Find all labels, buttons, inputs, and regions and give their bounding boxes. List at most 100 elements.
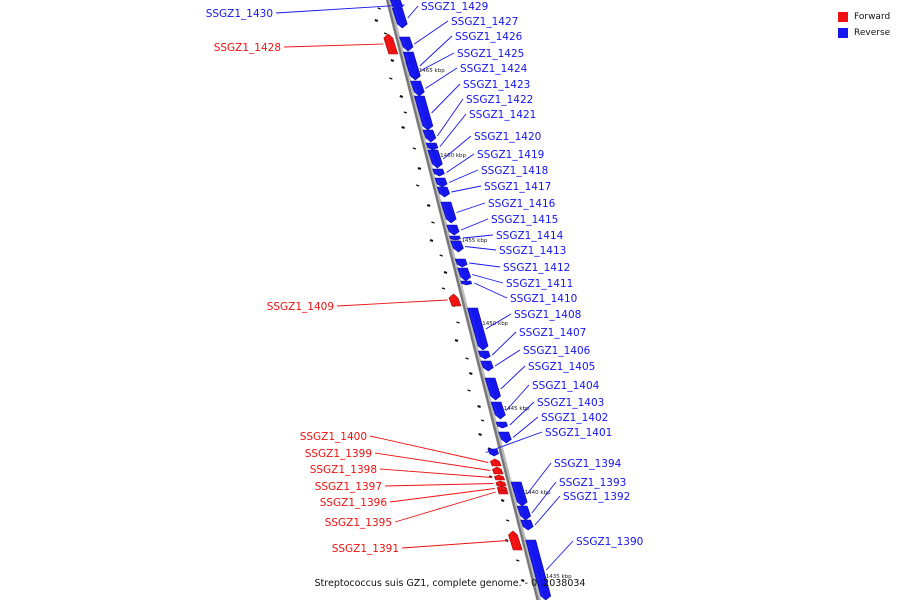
gene-block[interactable] — [454, 258, 468, 268]
gene-block[interactable] — [440, 201, 457, 224]
gene-block[interactable] — [490, 401, 506, 420]
feature-tick — [443, 271, 448, 274]
label-leader — [462, 234, 494, 239]
gene-block[interactable] — [425, 142, 439, 151]
gene-block[interactable] — [477, 350, 491, 360]
gene-block[interactable] — [405, 61, 421, 80]
gene-block[interactable] — [498, 431, 512, 444]
feature-tick — [426, 204, 431, 207]
gene-label[interactable]: SSGZ1_1422 — [466, 94, 533, 106]
gene-block-highlight — [393, 9, 401, 26]
gene-label[interactable]: SSGZ1_1425 — [457, 48, 524, 60]
gene-label[interactable]: SSGZ1_1390 — [576, 536, 643, 548]
gene-block[interactable] — [446, 224, 460, 236]
gene-block[interactable] — [460, 280, 473, 286]
gene-block[interactable] — [457, 267, 472, 282]
gene-block[interactable] — [480, 360, 494, 372]
gene-label[interactable]: SSGZ1_1429 — [421, 1, 488, 13]
gene-block-shape — [495, 480, 507, 487]
gene-label[interactable]: SSGZ1_1395 — [325, 517, 392, 529]
gene-block[interactable] — [492, 466, 504, 475]
gene-label[interactable]: SSGZ1_1419 — [477, 149, 544, 161]
gene-label[interactable]: SSGZ1_1401 — [545, 427, 612, 439]
label-leader — [469, 262, 501, 268]
gene-label[interactable]: SSGZ1_1408 — [514, 309, 581, 321]
gene-block[interactable] — [434, 177, 448, 188]
gene-block-highlight — [448, 226, 453, 233]
gene-block[interactable] — [391, 7, 408, 29]
gene-label[interactable]: SSGZ1_1402 — [541, 412, 608, 424]
gene-label[interactable]: SSGZ1_1426 — [455, 31, 523, 43]
gene-label[interactable]: SSGZ1_1417 — [484, 181, 551, 193]
gene-block-highlight — [499, 491, 503, 492]
gene-block[interactable] — [525, 539, 552, 600]
gene-label[interactable]: SSGZ1_1394 — [554, 458, 622, 470]
gene-label[interactable]: SSGZ1_1403 — [537, 397, 604, 409]
gene-label[interactable]: SSGZ1_1418 — [481, 165, 548, 177]
gene-label[interactable]: SSGZ1_1406 — [523, 345, 591, 357]
gene-blocks — [383, 0, 552, 600]
gene-block[interactable] — [510, 481, 528, 507]
scale-tick-label: 1445 kbp — [504, 406, 530, 412]
gene-label[interactable]: SSGZ1_1409 — [267, 301, 334, 313]
gene-label[interactable]: SSGZ1_1424 — [460, 63, 528, 75]
gene-label[interactable]: SSGZ1_1411 — [506, 278, 573, 290]
gene-block[interactable] — [516, 505, 532, 521]
gene-block[interactable] — [413, 95, 434, 131]
gene-label[interactable]: SSGZ1_1393 — [559, 477, 626, 489]
label-leader — [485, 431, 543, 453]
gene-label[interactable]: SSGZ1_1412 — [503, 262, 570, 274]
gene-label[interactable]: SSGZ1_1413 — [499, 245, 566, 257]
label-leader — [531, 481, 557, 514]
feature-tick — [478, 433, 482, 436]
gene-block[interactable] — [449, 235, 461, 241]
gene-block[interactable] — [496, 485, 508, 492]
gene-label[interactable]: SSGZ1_1400 — [300, 431, 367, 443]
gene-block-shape — [449, 235, 461, 241]
gene-block-highlight — [491, 460, 496, 464]
feature-tick — [468, 372, 473, 375]
gene-label[interactable]: SSGZ1_1415 — [491, 214, 558, 226]
gene-label[interactable]: SSGZ1_1414 — [496, 230, 564, 242]
gene-label[interactable]: SSGZ1_1404 — [532, 380, 600, 392]
gene-label[interactable]: SSGZ1_1428 — [214, 42, 281, 54]
gene-label[interactable]: SSGZ1_1407 — [519, 327, 586, 339]
gene-block[interactable] — [467, 307, 489, 351]
gene-block[interactable] — [495, 421, 508, 429]
gene-label[interactable]: SSGZ1_1398 — [310, 464, 377, 476]
gene-block[interactable] — [436, 186, 451, 198]
gene-block[interactable] — [422, 129, 437, 143]
gene-block[interactable] — [450, 240, 464, 253]
gene-label[interactable]: SSGZ1_1410 — [510, 293, 577, 305]
feature-tick — [377, 7, 381, 10]
gene-block[interactable] — [494, 474, 506, 481]
gene-label[interactable]: SSGZ1_1420 — [474, 131, 541, 143]
gene-label[interactable]: SSGZ1_1391 — [332, 543, 399, 555]
gene-label[interactable]: SSGZ1_1421 — [469, 109, 536, 121]
gene-block[interactable] — [497, 489, 509, 495]
gene-block[interactable] — [508, 530, 523, 551]
gene-label[interactable]: SSGZ1_1392 — [563, 491, 630, 503]
feature-tick — [374, 19, 379, 22]
gene-block-highlight — [434, 170, 438, 174]
gene-block[interactable] — [432, 168, 445, 177]
gene-label[interactable]: SSGZ1_1416 — [488, 198, 556, 210]
gene-label[interactable]: SSGZ1_1397 — [315, 481, 382, 493]
gene-label[interactable]: SSGZ1_1430 — [206, 8, 273, 20]
gene-block[interactable] — [484, 377, 501, 401]
gene-block[interactable] — [520, 519, 534, 531]
gene-label[interactable]: SSGZ1_1423 — [463, 79, 530, 91]
gene-block[interactable] — [383, 33, 399, 55]
gene-label[interactable]: SSGZ1_1399 — [305, 448, 372, 460]
genome-backbone — [385, 0, 542, 600]
gene-block[interactable] — [495, 480, 507, 487]
gene-label[interactable]: SSGZ1_1396 — [320, 497, 388, 509]
gene-block[interactable] — [399, 36, 414, 52]
gene-label[interactable]: SSGZ1_1427 — [451, 16, 518, 28]
gene-label[interactable]: SSGZ1_1405 — [528, 361, 595, 373]
gene-block-highlight — [385, 35, 393, 52]
gene-block[interactable] — [448, 293, 462, 307]
gene-block[interactable] — [490, 458, 502, 467]
gene-block[interactable] — [410, 80, 425, 97]
gene-block[interactable] — [427, 149, 443, 169]
